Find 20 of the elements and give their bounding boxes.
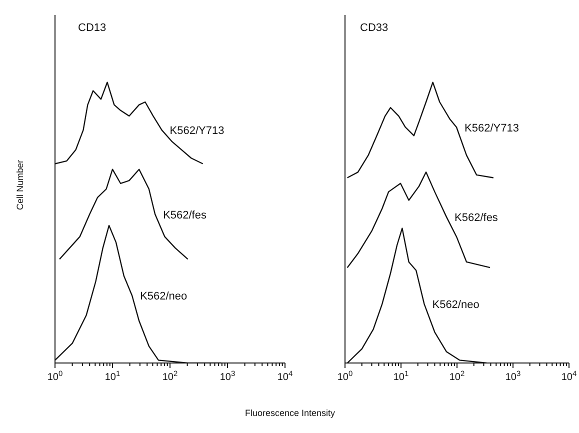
x-tick-label: 10$^{1}$ <box>393 368 409 383</box>
series-label: K562/Y713 <box>170 125 224 138</box>
series-label: K562/neo <box>432 299 480 312</box>
x-axis-title: Fluorescence Intensity <box>244 408 336 418</box>
x-tick-label: 10$^{3}$ <box>220 368 236 383</box>
x-tick-label: 10$^{0}$ <box>47 368 63 383</box>
chart-title: CD33 <box>360 22 388 34</box>
series-label: K562/fes <box>163 209 207 222</box>
series-label: K562/fes <box>454 212 498 224</box>
series-label: K562/neo <box>140 290 188 303</box>
x-tick-label: 10$^{2}$ <box>162 368 178 383</box>
y-axis-title: Cell Number <box>15 159 25 212</box>
x-tick-label: 10$^{3}$ <box>505 368 521 383</box>
x-tick-label: 10$^{2}$ <box>449 368 465 383</box>
chart-title: CD13 <box>78 22 106 34</box>
x-tick-label: 10$^{4}$ <box>277 368 293 383</box>
x-tick-label: 10$^{1}$ <box>104 368 120 383</box>
x-tick-label: 10$^{4}$ <box>561 368 577 383</box>
x-tick-label: 10$^{0}$ <box>337 368 353 383</box>
series-label: K562/Y713 <box>464 122 519 134</box>
